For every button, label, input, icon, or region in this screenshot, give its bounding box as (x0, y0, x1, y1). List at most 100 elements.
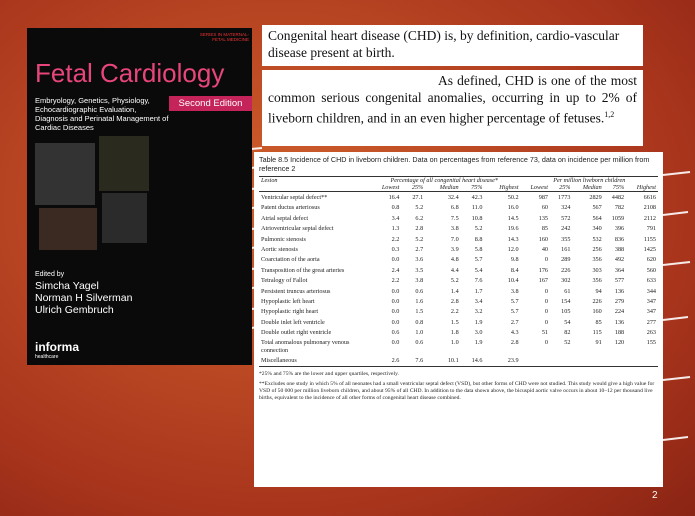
lesion: Transposition of the great arteries (259, 265, 368, 275)
lesion: Persistent truncus arteriosus (259, 286, 368, 296)
subheader: Highest (626, 184, 658, 192)
cell: 10.8 (461, 213, 485, 223)
paragraph: Congenital heart disease (CHD) is, by de… (268, 28, 619, 60)
subheader: Lowest (521, 184, 550, 192)
cell: 0.6 (368, 327, 401, 337)
cell: 0.8 (401, 317, 425, 327)
subheader: 75% (604, 184, 626, 192)
cell: 572 (550, 213, 572, 223)
cell: 0 (521, 286, 550, 296)
lesion: Patent ductus arteriosus (259, 203, 368, 213)
cell: 7.6 (461, 276, 485, 286)
publisher: informa (35, 340, 79, 354)
cell (521, 355, 658, 366)
cell: 388 (604, 244, 626, 254)
cell: 7.0 (425, 234, 461, 244)
cell: 1.3 (368, 224, 401, 234)
table-row: Total anomalous pulmonary venous connect… (259, 338, 658, 356)
cell: 344 (626, 286, 658, 296)
cell: 242 (550, 224, 572, 234)
cell: 5.7 (484, 296, 520, 306)
cell: 11.0 (461, 203, 485, 213)
cell: 3.2 (461, 307, 485, 317)
lesion: Atrial septal defect (259, 213, 368, 223)
cell: 364 (604, 265, 626, 275)
lesion: Total anomalous pulmonary venous connect… (259, 338, 368, 356)
cell: 14.3 (484, 234, 520, 244)
cell: 782 (604, 203, 626, 213)
cell: 0.6 (401, 338, 425, 356)
cell: 347 (626, 296, 658, 306)
cover-title: Fetal Cardiology (35, 58, 224, 89)
cell: 3.9 (425, 244, 461, 254)
cell: 226 (550, 265, 572, 275)
edition: Second Edition (169, 96, 252, 111)
cell: 355 (550, 234, 572, 244)
lesion: Atrioventricular septal defect (259, 224, 368, 234)
cell: 19.6 (484, 224, 520, 234)
lesion: Double inlet left ventricle (259, 317, 368, 327)
cell: 4.4 (425, 265, 461, 275)
series: SERIES IN MATERNAL-FETAL MEDICINE (197, 32, 249, 42)
cell: 5.2 (425, 276, 461, 286)
cell: 6.2 (401, 213, 425, 223)
table-caption: Table 8.5 Incidence of CHD in liveborn c… (259, 155, 658, 173)
cell: 60 (521, 203, 550, 213)
cell: 303 (572, 265, 603, 275)
cell: 115 (572, 327, 603, 337)
lesion: Coarctation of the aorta (259, 255, 368, 265)
edited-by: Edited by (35, 271, 64, 278)
cell: 340 (572, 224, 603, 234)
cell: 492 (604, 255, 626, 265)
cell: 16.0 (484, 203, 520, 213)
lesion: Hypoplastic right heart (259, 307, 368, 317)
cell: 1.5 (425, 317, 461, 327)
echo-image (102, 193, 147, 243)
cell: 7.6 (401, 355, 425, 366)
cell: 3.4 (461, 296, 485, 306)
cell: 4.8 (425, 255, 461, 265)
cell: 105 (550, 307, 572, 317)
cell: 3.6 (401, 255, 425, 265)
cell: 277 (626, 317, 658, 327)
book-cover: SERIES IN MATERNAL-FETAL MEDICINE Fetal … (27, 28, 252, 365)
cell: 0.0 (368, 338, 401, 356)
subheader: 75% (461, 184, 485, 192)
table-figure: Table 8.5 Incidence of CHD in liveborn c… (254, 152, 663, 487)
text-box: Congenital heart disease (CHD) is, by de… (262, 25, 643, 66)
cell: 14.6 (461, 355, 485, 366)
lesion: Hypoplastic left heart (259, 296, 368, 306)
cell: 5.8 (461, 244, 485, 254)
cell: 324 (550, 203, 572, 213)
cell: 2.8 (401, 224, 425, 234)
cell: 50.2 (484, 192, 520, 203)
cell: 2.2 (425, 307, 461, 317)
cell: 0 (521, 338, 550, 356)
cell: 51 (521, 327, 550, 337)
text-box: As defined, CHD is one of the most commo… (262, 70, 643, 146)
page-number: 2 (652, 490, 658, 501)
cell: 1425 (626, 244, 658, 254)
cell: 791 (626, 224, 658, 234)
publisher-sub: healthcare (35, 354, 58, 360)
cell: 10.1 (425, 355, 461, 366)
cell: 154 (550, 296, 572, 306)
cell: 9.8 (484, 255, 520, 265)
cell: 2.6 (368, 355, 401, 366)
cell: 263 (626, 327, 658, 337)
cell: 532 (572, 234, 603, 244)
cell: 1.6 (401, 296, 425, 306)
cell: 2112 (626, 213, 658, 223)
cell: 2.8 (484, 338, 520, 356)
cell: 16.4 (368, 192, 401, 203)
lesion: Double outlet right ventricle (259, 327, 368, 337)
cell: 224 (604, 307, 626, 317)
cell: 560 (626, 265, 658, 275)
cell: 1.9 (461, 338, 485, 356)
cell: 1.0 (425, 338, 461, 356)
